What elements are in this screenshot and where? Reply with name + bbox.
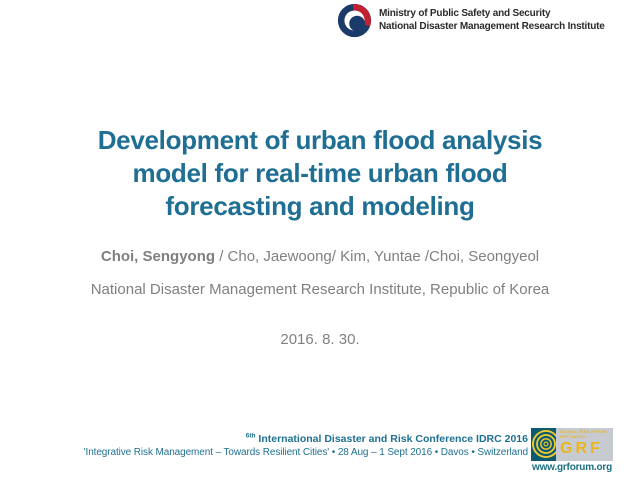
- title-line-2: model for real-time urban flood: [132, 158, 508, 188]
- grf-tagline-line1: GLOBAL RISK FORUM: [560, 429, 607, 434]
- title-line-3: forecasting and modeling: [165, 191, 475, 221]
- authors-line: Choi, Sengyong / Cho, Jaewoong/ Kim, Yun…: [0, 247, 640, 266]
- conference-title-line: 6th International Disaster and Risk Conf…: [84, 432, 528, 446]
- slide-title: Development of urban flood analysis mode…: [15, 124, 625, 223]
- grf-tagline-line2: GRF DAVOS: [560, 433, 586, 439]
- author-lead: Choi, Sengyong: [100, 248, 216, 265]
- date-line: 2016. 8. 30.: [280, 331, 360, 348]
- grf-logo: GLOBAL RISK FORUM GRF DAVOS GRF www.grfo…: [531, 428, 613, 473]
- government-logo-text: Ministry of Public Safety and Security N…: [379, 8, 605, 33]
- affiliation-line: National Disaster Management Research In…: [90, 281, 550, 298]
- taegeuk-icon: [337, 3, 372, 38]
- institute-name: National Disaster Management Research In…: [379, 20, 605, 32]
- conference-ordinal: 6th: [245, 432, 256, 440]
- conference-subtitle-line: 'Integrative Risk Management – Towards R…: [83, 447, 528, 458]
- grf-rings-icon: [531, 428, 556, 461]
- conference-footer: 6th International Disaster and Risk Conf…: [84, 432, 528, 460]
- grf-logo-row: GLOBAL RISK FORUM GRF DAVOS GRF: [531, 428, 613, 461]
- grf-url: www.grforum.org: [532, 462, 612, 473]
- authors-rest: / Cho, Jaewoong/ Kim, Yuntae /Choi, Seon…: [215, 248, 540, 265]
- title-line-1: Development of urban flood analysis: [97, 125, 543, 155]
- grf-wordmark-box: GLOBAL RISK FORUM GRF DAVOS GRF: [556, 428, 613, 461]
- conference-title-text: International Disaster and Risk Conferen…: [255, 433, 528, 445]
- government-logo: Ministry of Public Safety and Security N…: [337, 3, 605, 38]
- ministry-name: Ministry of Public Safety and Security: [379, 8, 551, 19]
- grf-acronym: GRF: [560, 440, 603, 457]
